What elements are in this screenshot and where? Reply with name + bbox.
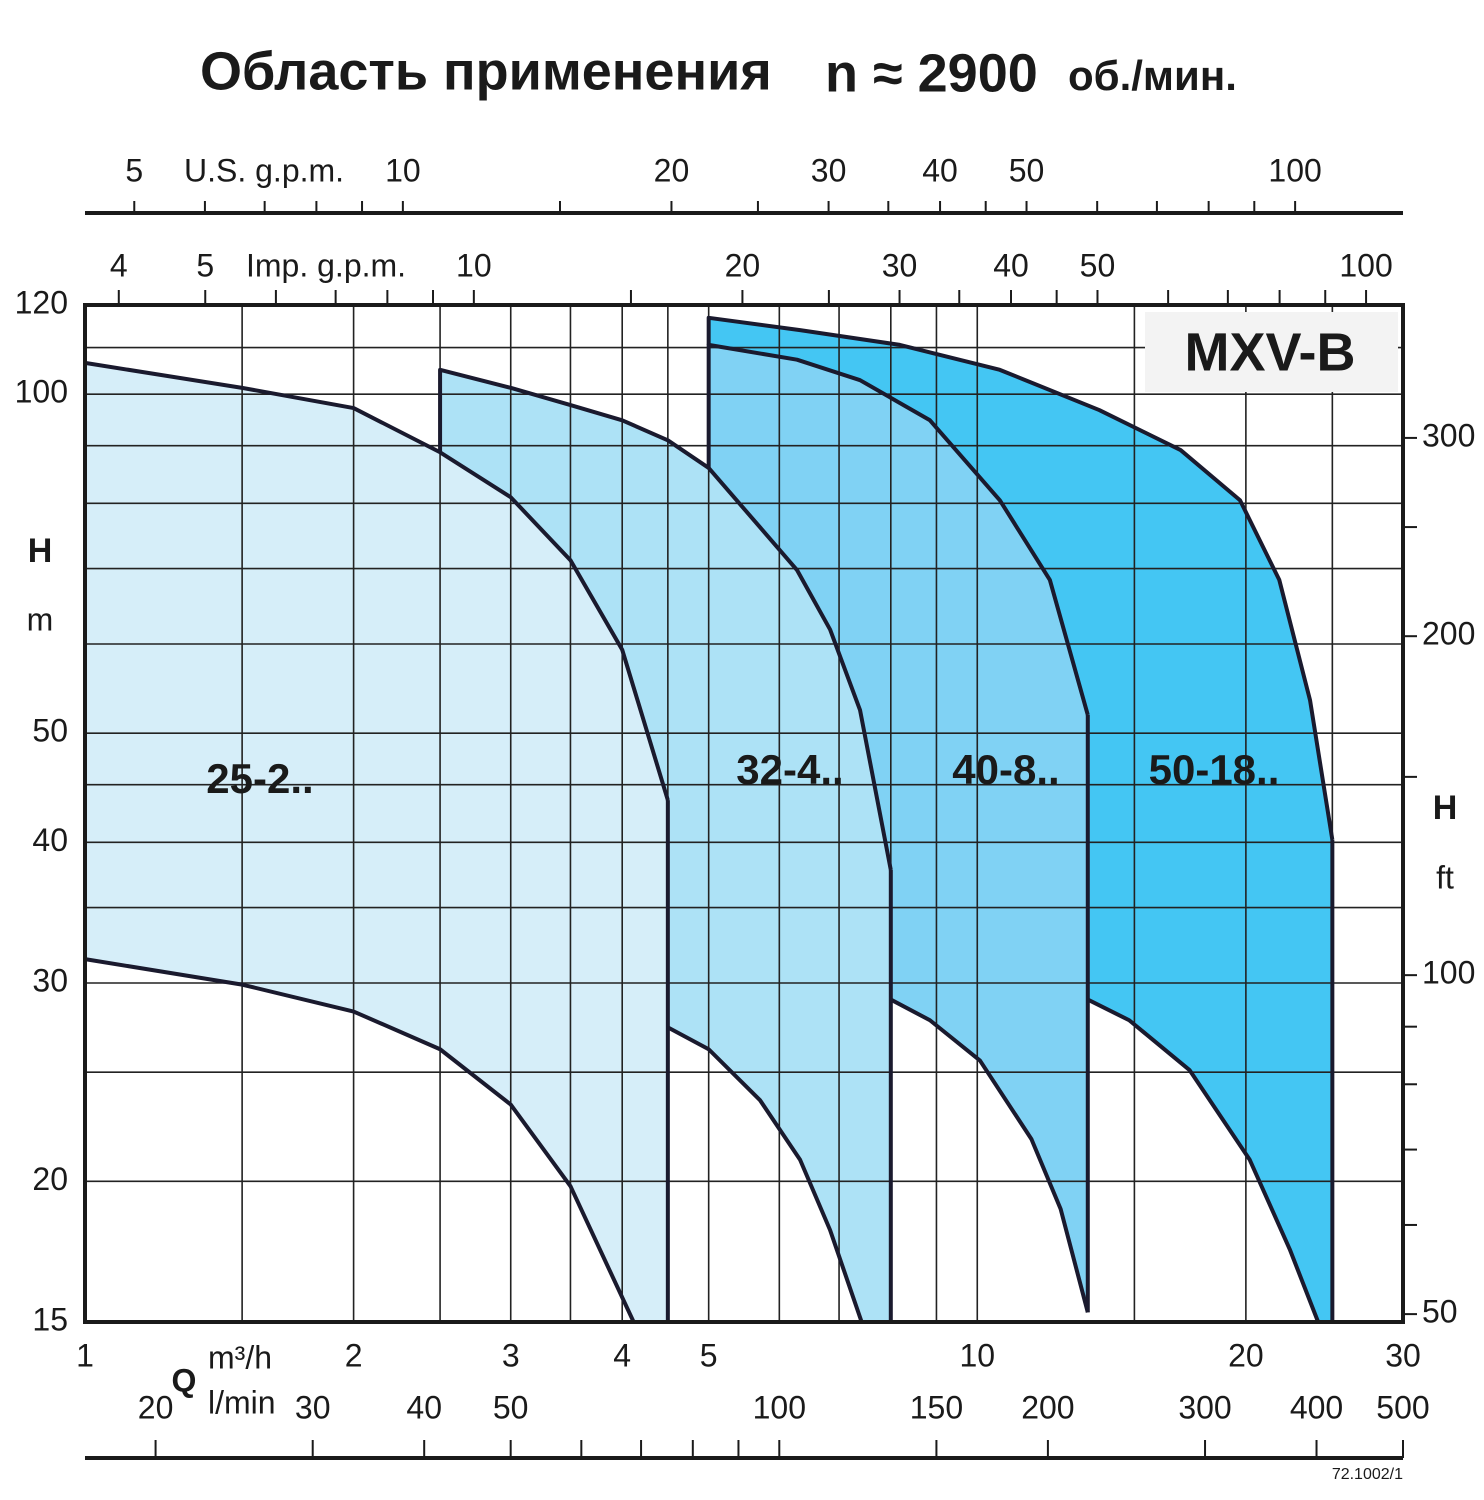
imp_axis-tick-label: 50 — [1080, 247, 1116, 283]
y-tick-label: 100 — [15, 374, 68, 410]
x-label: Q — [172, 1362, 197, 1398]
x-tick-label: 1 — [76, 1337, 94, 1373]
region-label: 50-18.. — [1149, 746, 1280, 793]
y-tick-label: 50 — [32, 713, 68, 749]
imp_axis-tick-label: 30 — [882, 247, 918, 283]
lmin_axis-tick-label: 200 — [1021, 1389, 1074, 1425]
us_axis-tick-label: 100 — [1268, 152, 1321, 188]
badge: MXV-B — [1184, 322, 1355, 382]
upper-curve — [438, 367, 893, 871]
footer: 72.1002/1 — [1332, 1466, 1403, 1483]
us-label: U.S. g.p.m. — [184, 152, 344, 188]
lower-curve — [889, 997, 1090, 1313]
imp_axis-tick-label: 5 — [196, 247, 214, 283]
y2-tick-label: 50 — [1422, 1294, 1458, 1330]
upper-curve — [84, 360, 670, 801]
y-unit: m — [27, 601, 54, 637]
imp-label: Imp. g.p.m. — [246, 247, 406, 283]
lmin_axis-tick-label: 300 — [1178, 1389, 1231, 1425]
us_axis-tick-label: 50 — [1009, 152, 1045, 188]
lmin_axis-tick-label: 400 — [1290, 1389, 1343, 1425]
region-label: 40-8.. — [952, 746, 1059, 793]
imp_axis-tick-label: 10 — [456, 247, 492, 283]
y2-unit: ft — [1436, 859, 1454, 895]
lmin_axis-tick-label: 150 — [910, 1389, 963, 1425]
us_axis-tick-label: 10 — [385, 152, 421, 188]
upper-curve — [706, 342, 1090, 716]
x-tick-label: 10 — [959, 1337, 995, 1373]
us_axis-tick-label: 40 — [922, 152, 958, 188]
lower-curve — [84, 957, 668, 1324]
x-tick-label: 2 — [345, 1337, 363, 1373]
x-tick-label: 20 — [1228, 1337, 1264, 1373]
x-tick-label: 5 — [700, 1337, 718, 1373]
lmin_axis-tick-label: 40 — [406, 1389, 442, 1425]
us_axis-tick-label: 30 — [811, 152, 847, 188]
lmin_axis-tick-label: 500 — [1376, 1389, 1429, 1425]
y2-tick-label: 100 — [1422, 955, 1475, 991]
lmin_axis-tick-label: 100 — [753, 1389, 806, 1425]
y-tick-label: 120 — [15, 284, 68, 320]
imp_axis-tick-label: 40 — [993, 247, 1029, 283]
y2-tick-label: 200 — [1422, 616, 1475, 652]
x-tick-label: 3 — [502, 1337, 520, 1373]
speed-unit: об./мин. — [1068, 52, 1237, 99]
imp_axis-tick-label: 20 — [725, 247, 761, 283]
chart-title: Область применения — [200, 41, 772, 101]
y-tick-label: 40 — [32, 822, 68, 858]
us_axis-tick-label: 20 — [654, 152, 690, 188]
plot-frame — [83, 303, 1405, 1324]
imp_axis-tick-label: 4 — [110, 247, 128, 283]
lmin_axis-tick-label: 20 — [138, 1389, 174, 1425]
y-label: H — [28, 532, 53, 570]
region-label: 25-2.. — [206, 755, 313, 802]
us_axis-tick-label: 5 — [125, 152, 143, 188]
lmin-label: l/min — [208, 1384, 276, 1420]
lmin_axis-tick-label: 50 — [493, 1389, 529, 1425]
x-tick-label: 30 — [1385, 1337, 1421, 1373]
y-tick-label: 30 — [32, 962, 68, 998]
badge-box — [1145, 312, 1398, 392]
lmin_axis-tick-label: 30 — [295, 1389, 331, 1425]
y2-tick-label: 300 — [1422, 417, 1475, 453]
speed: n ≈ 2900 — [825, 43, 1038, 103]
x-tick-label: 4 — [613, 1337, 631, 1373]
y2-label: H — [1433, 789, 1458, 827]
y-tick-label: 15 — [32, 1301, 68, 1337]
imp_axis-tick-label: 100 — [1339, 247, 1392, 283]
region-label: 32-4.. — [736, 746, 843, 793]
y-tick-label: 20 — [32, 1161, 68, 1197]
upper-curve — [706, 315, 1335, 841]
x-unit: m³/h — [208, 1339, 272, 1375]
